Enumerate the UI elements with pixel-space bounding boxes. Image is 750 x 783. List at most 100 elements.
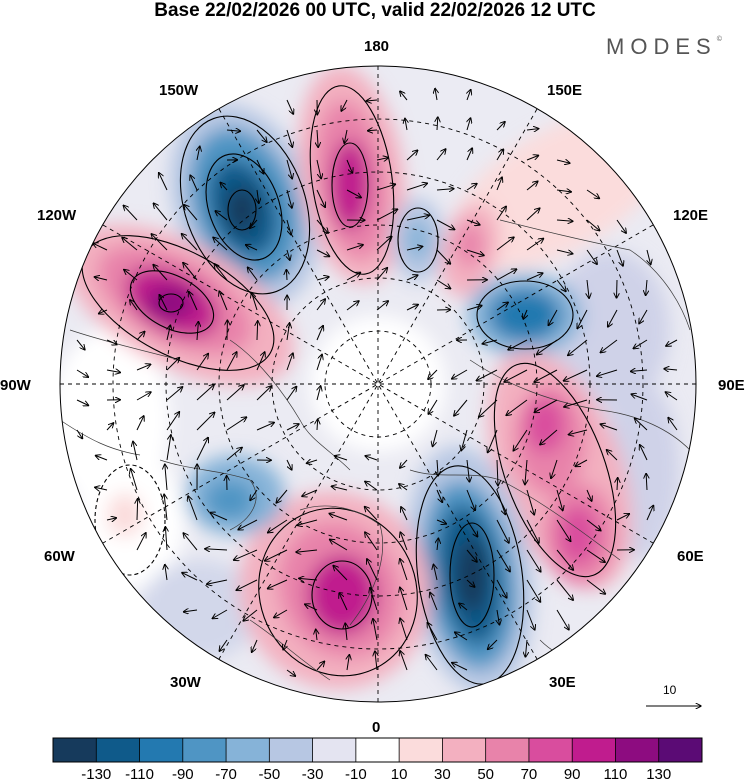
wind-vector-arrow [405, 118, 407, 131]
wind-vector-arrow [317, 419, 318, 431]
wind-vector-arrow [345, 623, 347, 641]
wind-vector-arrow [286, 189, 292, 208]
wind-vector-arrow [316, 277, 329, 280]
wind-vector-arrow [212, 609, 228, 619]
wind-vector-arrow [646, 279, 647, 296]
wind-vector-arrow [586, 249, 597, 264]
wind-vector-arrow [190, 175, 198, 191]
wind-vector-arrow [436, 279, 451, 289]
wind-vector-arrow [257, 321, 258, 341]
wind-vector-arrow [166, 358, 180, 371]
wind-vector-arrow [476, 369, 498, 381]
lon-label-120w: 120W [37, 207, 77, 224]
wind-vector-arrow [508, 339, 528, 350]
wind-vector-arrow [556, 279, 566, 292]
wind-vector-arrow [197, 146, 200, 161]
wind-vector-arrow [252, 293, 258, 311]
wind-vector-arrow [556, 579, 573, 600]
wind-vector-arrow [213, 237, 228, 251]
wind-vector-arrow [526, 549, 541, 572]
wind-vector-arrow [617, 279, 618, 298]
wind-vector-arrow [95, 456, 108, 461]
wind-vector-arrow [331, 486, 348, 491]
wind-vector-arrow [256, 422, 274, 431]
wind-vector-arrow [406, 246, 423, 250]
wind-vector-arrow [316, 189, 325, 207]
colorbar-tick-label: -70 [215, 766, 237, 783]
wind-vector-arrow [556, 249, 573, 254]
wind-vector-arrow [276, 489, 288, 503]
lon-label-90e: 90E [718, 377, 745, 394]
wind-vector-arrow [344, 129, 347, 143]
wind-vector-arrow [526, 208, 540, 221]
wind-vector-arrow [646, 505, 654, 521]
wind-vector-arrow [226, 130, 241, 131]
wind-vector-arrow [506, 399, 528, 415]
wind-vector-arrow [586, 579, 606, 594]
wind-vector-arrow [400, 618, 408, 641]
wind-vector-arrow [534, 399, 558, 413]
wind-vector-arrow [376, 209, 398, 221]
wind-vector-arrow [226, 447, 242, 461]
wind-vector-arrow [286, 159, 292, 179]
chart-title: Base 22/02/2026 00 UTC, valid 22/02/2026… [154, 0, 596, 21]
map-disc [60, 66, 696, 702]
wind-vector-arrow [94, 277, 108, 280]
wind-vector-arrow [556, 609, 569, 630]
wind-vector-arrow [346, 189, 361, 198]
wind-vector-arrow [406, 215, 429, 221]
wind-vector-arrow [525, 459, 527, 485]
wind-vector-arrow [256, 129, 267, 142]
wind-vector-arrow [496, 549, 510, 572]
wind-vector-arrow [286, 219, 291, 235]
wind-vector-arrow [183, 610, 198, 612]
wind-vector-arrow [286, 669, 296, 676]
colorbar-swatch [572, 738, 616, 762]
wind-vector-arrow [219, 639, 228, 651]
colorbar-swatch [53, 738, 97, 762]
wind-vector-arrow [617, 478, 618, 491]
wind-vector-arrow [496, 149, 504, 161]
brand-name: MODES [606, 34, 717, 59]
wind-vector-arrow [226, 417, 247, 431]
wind-vector-arrow [466, 249, 484, 256]
wind-vector-arrow [406, 183, 427, 191]
wind-vector-arrow [400, 459, 408, 468]
wind-vector-arrow [467, 118, 471, 131]
wind-vector-arrow [106, 339, 117, 345]
wind-vector-arrow [250, 489, 258, 501]
colorbar-tick-label: 30 [434, 766, 451, 783]
wind-vector-arrow [577, 309, 588, 329]
wind-vector-arrow [586, 189, 600, 199]
wind-vector-arrow [400, 532, 408, 551]
wind-vector-arrow [305, 604, 318, 611]
wind-vector-arrow [400, 91, 408, 101]
wind-vector-arrow [373, 619, 378, 641]
wind-vector-arrow [459, 603, 468, 611]
wind-vector-arrow [346, 245, 363, 251]
wind-vector-arrow [182, 573, 198, 581]
lon-label-60e: 60E [677, 548, 704, 565]
wind-vector-arrow [436, 489, 442, 503]
colorbar-swatch [269, 738, 313, 762]
wind-vector-arrow [452, 663, 468, 671]
wind-vector-arrow [526, 609, 535, 630]
wind-vector-arrow [153, 203, 168, 221]
wind-vector-arrow [639, 309, 648, 324]
wind-vector-arrow [586, 519, 601, 531]
wind-vector-arrow [455, 632, 468, 641]
colorbar-tick-label: -50 [258, 766, 281, 783]
colorbar-tick-label: -110 [125, 766, 154, 783]
wind-vector-arrow [496, 302, 508, 311]
wind-vector-arrow [287, 323, 290, 341]
wind-vector-arrow [365, 481, 378, 491]
wind-vector-arrow [189, 292, 198, 311]
wind-vector-arrow [496, 269, 517, 281]
wind-vector-arrow [165, 527, 167, 551]
wind-vector-arrow [236, 579, 258, 590]
wind-vector-arrow [364, 507, 378, 521]
wind-vector-arrow [433, 564, 437, 581]
wind-vector-arrow [159, 173, 168, 191]
wind-vector-arrow [286, 353, 293, 371]
